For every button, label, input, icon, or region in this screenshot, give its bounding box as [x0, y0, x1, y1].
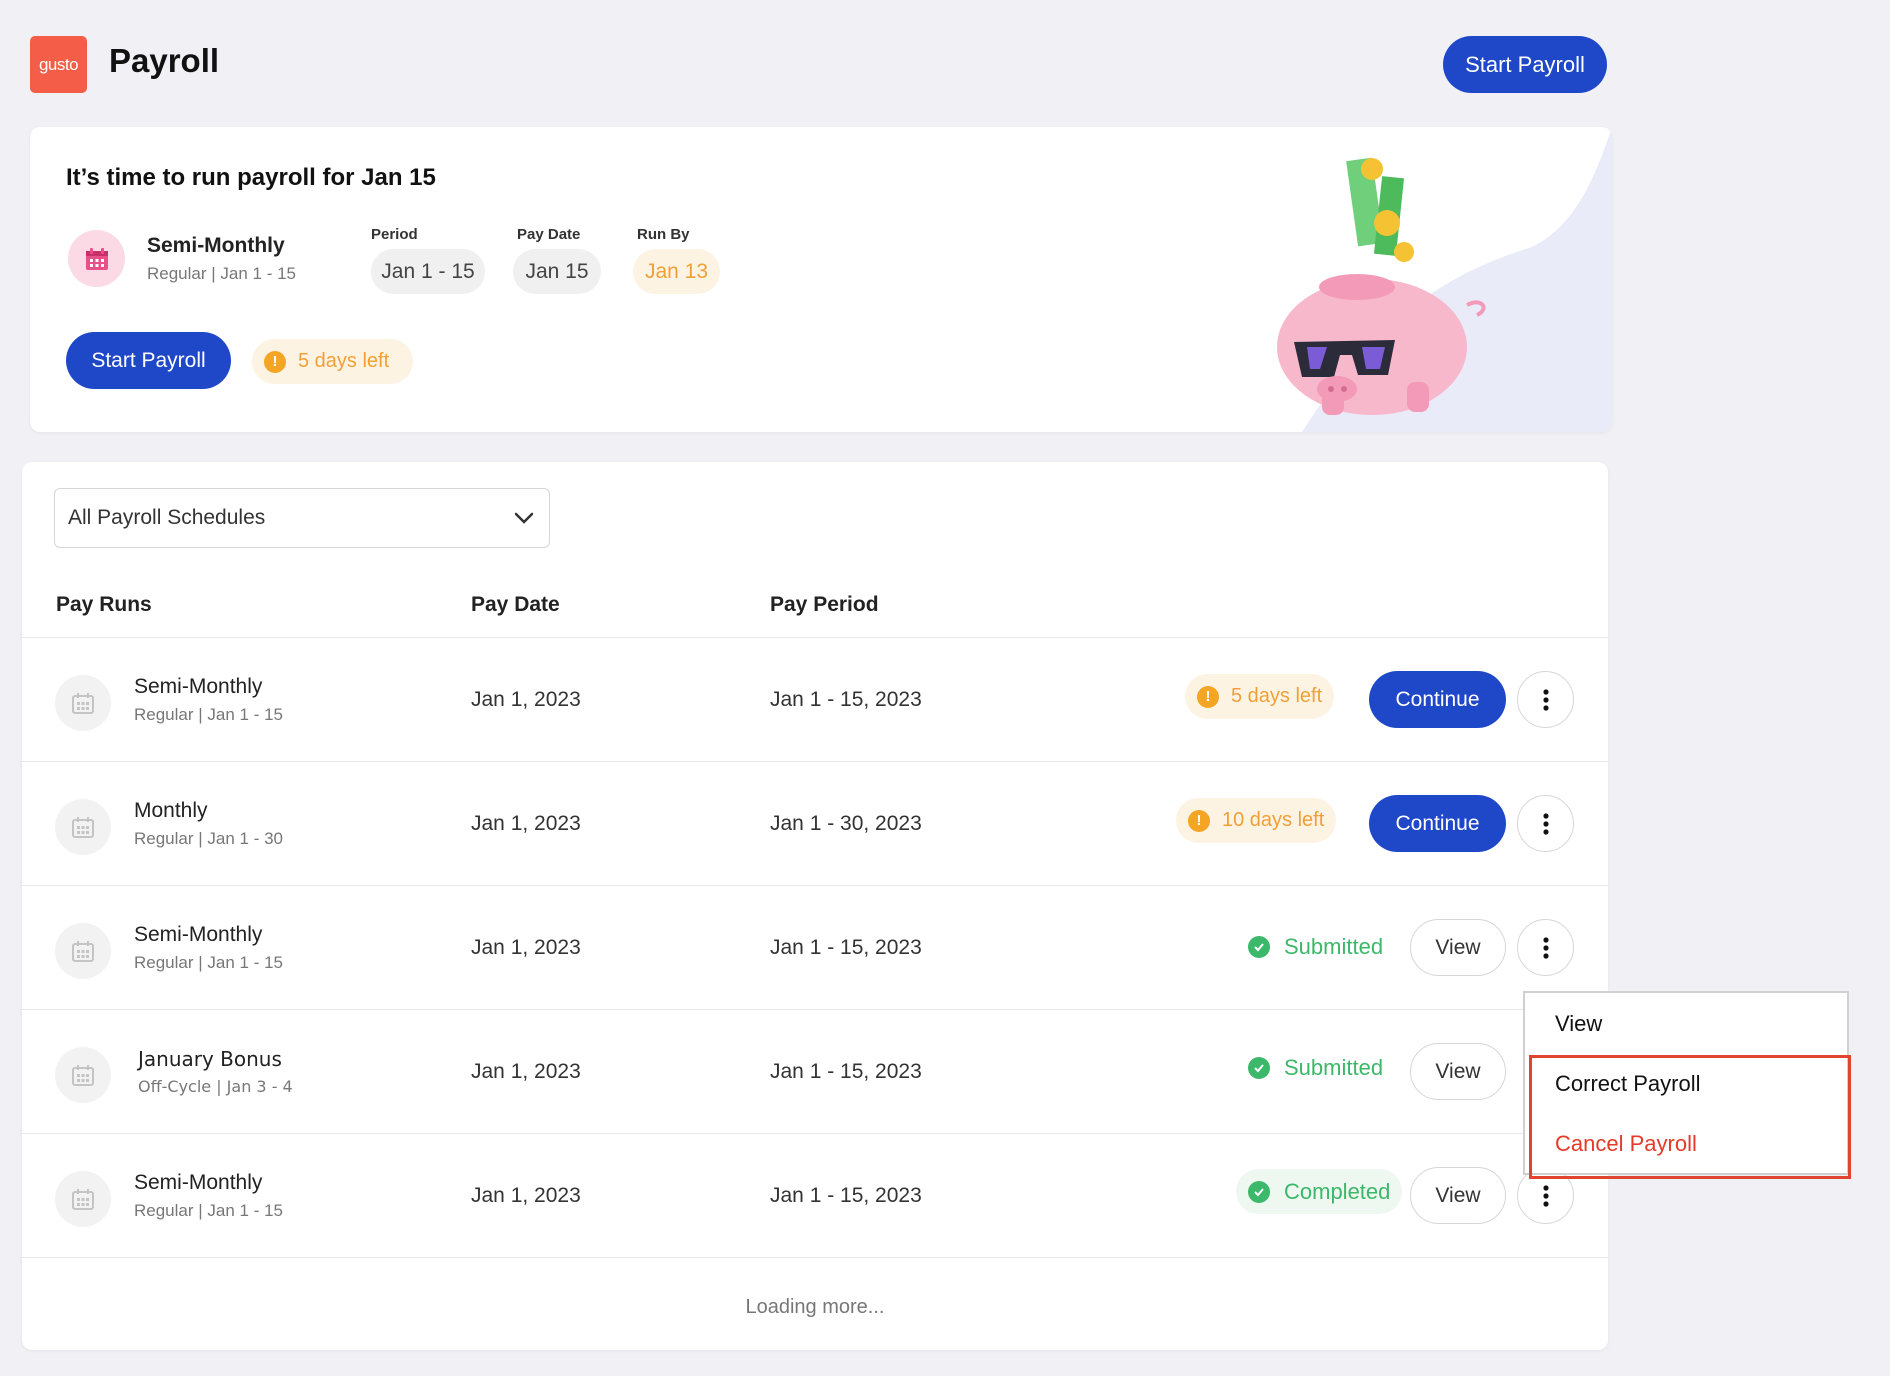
- payroll-schedule-select[interactable]: All Payroll Schedules: [54, 488, 550, 548]
- pay-run-name: Semi-Monthly: [134, 1171, 263, 1194]
- pay-date: Jan 1, 2023: [471, 936, 581, 959]
- period-label: Period: [371, 226, 418, 243]
- column-header-pay-period: Pay Period: [770, 593, 879, 616]
- pay-runs-card: All Payroll Schedules Pay Runs Pay Date …: [22, 462, 1608, 1350]
- pay-run-subtitle: Regular | Jan 1 - 30: [134, 829, 283, 848]
- more-options-button[interactable]: [1517, 795, 1574, 852]
- pay-period: Jan 1 - 15, 2023: [770, 1184, 922, 1207]
- calendar-icon: [55, 675, 111, 731]
- pay-run-name: Semi-Monthly: [134, 675, 263, 698]
- view-button[interactable]: View: [1410, 1167, 1506, 1224]
- reminder-title: It’s time to run payroll for Jan 15: [66, 164, 436, 191]
- pay-period: Jan 1 - 15, 2023: [770, 688, 922, 711]
- pay-period: Jan 1 - 15, 2023: [770, 936, 922, 959]
- table-row: Semi-Monthly Regular | Jan 1 - 15 Jan 1,…: [22, 1133, 1608, 1257]
- kebab-icon: [1542, 688, 1549, 711]
- run-by-label: Run By: [637, 226, 690, 243]
- view-button[interactable]: View: [1410, 1043, 1506, 1100]
- period-pill: Jan 1 - 15: [371, 249, 485, 294]
- status-badge: ! 10 days left: [1176, 798, 1337, 843]
- pay-date: Jan 1, 2023: [471, 1060, 581, 1083]
- warning-icon: !: [264, 350, 286, 373]
- table-divider: [22, 1257, 1608, 1258]
- kebab-icon: [1542, 812, 1549, 835]
- calendar-icon: [55, 1171, 111, 1227]
- status-badge: Submitted: [1236, 1045, 1395, 1090]
- continue-button[interactable]: Continue: [1369, 671, 1506, 728]
- pay-date-label: Pay Date: [517, 226, 581, 243]
- pay-run-name: Semi-Monthly: [134, 923, 263, 946]
- table-row: Semi-Monthly Regular | Jan 1 - 15 Jan 1,…: [22, 885, 1608, 1009]
- pay-run-subtitle: Off-Cycle | Jan 3 - 4: [138, 1077, 293, 1096]
- calendar-icon: [55, 799, 111, 855]
- pay-date: Jan 1, 2023: [471, 812, 581, 835]
- gusto-logo: gusto: [30, 36, 87, 93]
- column-header-pay-date: Pay Date: [471, 593, 560, 616]
- more-options-button[interactable]: [1517, 919, 1574, 976]
- status-text: 10 days left: [1222, 809, 1325, 831]
- check-circle-icon: [1248, 935, 1270, 958]
- loading-indicator: Loading more...: [745, 1296, 885, 1318]
- menu-item-cancel-payroll[interactable]: Cancel Payroll: [1555, 1131, 1697, 1156]
- calendar-icon: [55, 923, 111, 979]
- pay-run-subtitle: Regular | Jan 1 - 15: [134, 1201, 283, 1220]
- pay-date-pill: Jan 15: [513, 249, 601, 294]
- days-left-badge: ! 5 days left: [252, 339, 413, 384]
- calendar-icon: [68, 230, 125, 287]
- select-value: All Payroll Schedules: [68, 506, 266, 529]
- piggy-bank-illustration: [1277, 127, 1612, 432]
- status-badge: Submitted: [1236, 924, 1395, 969]
- pay-run-subtitle: Regular | Jan 1 - 15: [134, 705, 283, 724]
- pay-date: Jan 1, 2023: [471, 688, 581, 711]
- chevron-down-icon: [514, 512, 534, 524]
- kebab-icon: [1542, 936, 1549, 959]
- pay-period: Jan 1 - 15, 2023: [770, 1060, 922, 1083]
- payroll-reminder-card: It’s time to run payroll for Jan 15 Semi…: [30, 127, 1612, 432]
- highlight-box: [1529, 1055, 1851, 1179]
- menu-item-view[interactable]: View: [1555, 1011, 1603, 1036]
- days-left-text: 5 days left: [298, 350, 390, 372]
- continue-button[interactable]: Continue: [1369, 795, 1506, 852]
- pay-run-name: January Bonus: [138, 1047, 282, 1071]
- row-actions-menu: View Correct Payroll Cancel Payroll: [1523, 991, 1851, 1179]
- table-row: Monthly Regular | Jan 1 - 30 Jan 1, 2023…: [22, 761, 1608, 885]
- status-badge: Completed: [1236, 1169, 1403, 1214]
- status-text: Submitted: [1284, 1054, 1384, 1080]
- pay-period: Jan 1 - 30, 2023: [770, 812, 922, 835]
- warning-icon: !: [1188, 809, 1210, 832]
- menu-item-correct-payroll[interactable]: Correct Payroll: [1555, 1071, 1701, 1096]
- warning-icon: !: [1197, 685, 1219, 708]
- table-row: January Bonus Off-Cycle | Jan 3 - 4 Jan …: [22, 1009, 1608, 1133]
- view-button[interactable]: View: [1410, 919, 1506, 976]
- status-text: 5 days left: [1231, 685, 1323, 707]
- schedule-name: Semi-Monthly: [147, 234, 285, 257]
- run-by-pill: Jan 13: [633, 249, 720, 294]
- pay-date: Jan 1, 2023: [471, 1184, 581, 1207]
- start-payroll-button[interactable]: Start Payroll: [66, 332, 231, 389]
- calendar-icon: [55, 1047, 111, 1103]
- kebab-icon: [1542, 1184, 1549, 1207]
- more-options-button[interactable]: [1517, 671, 1574, 728]
- pay-run-name: Monthly: [134, 799, 208, 822]
- pay-run-subtitle: Regular | Jan 1 - 15: [134, 953, 283, 972]
- schedule-subtitle: Regular | Jan 1 - 15: [147, 264, 296, 283]
- status-badge: ! 5 days left: [1185, 674, 1335, 719]
- start-payroll-header-button[interactable]: Start Payroll: [1443, 36, 1607, 93]
- check-circle-icon: [1248, 1180, 1270, 1203]
- page-title: Payroll: [109, 42, 220, 79]
- table-row: Semi-Monthly Regular | Jan 1 - 15 Jan 1,…: [22, 637, 1608, 761]
- status-text: Submitted: [1284, 933, 1384, 959]
- status-text: Completed: [1284, 1178, 1391, 1204]
- check-circle-icon: [1248, 1056, 1270, 1079]
- column-header-pay-runs: Pay Runs: [56, 593, 152, 616]
